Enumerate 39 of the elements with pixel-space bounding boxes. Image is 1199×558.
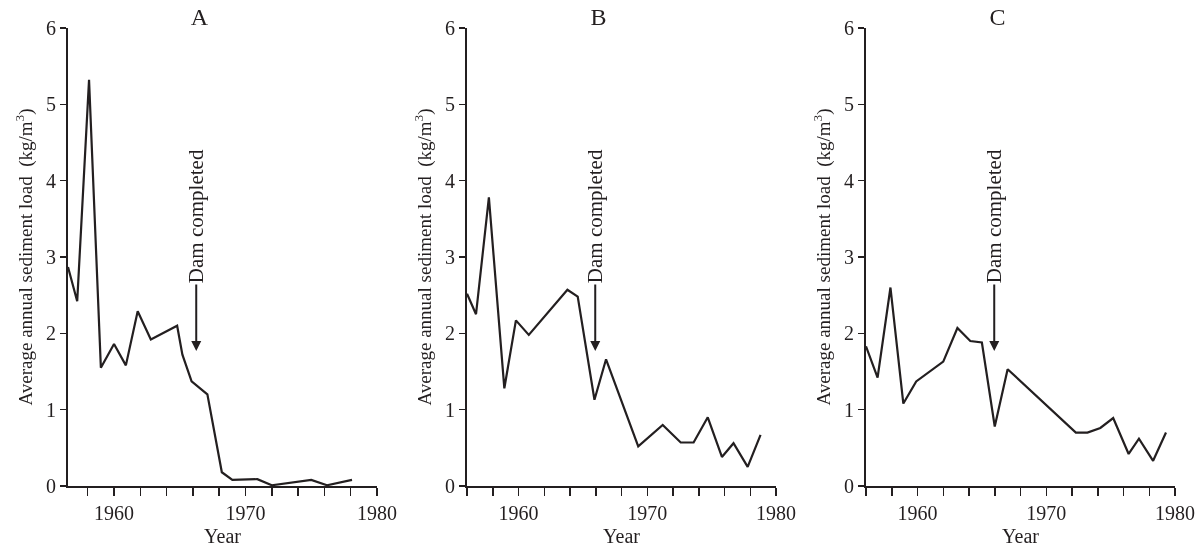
chart-title: B [590,4,607,31]
y-tick-label: 3 [844,246,854,268]
y-tick-label: 6 [46,17,56,39]
y-tick-label: 2 [46,322,56,345]
y-tick-label: 5 [445,93,455,116]
y-tick-label: 2 [844,322,854,345]
y-tick-label: 1 [46,398,56,421]
y-tick-label: 0 [46,475,56,497]
x-tick-label: 1970 [627,502,668,524]
y-tick-label: 0 [844,475,854,497]
x-tick-label: 1970 [1026,502,1067,524]
chart-title: C [989,4,1006,31]
y-tick-label: 4 [445,169,455,192]
y-tick-label: 1 [445,398,455,421]
y-tick-label: 5 [46,93,56,116]
y-tick-label: 4 [46,169,56,192]
x-axis-title: Year [204,525,242,547]
x-tick-label: 1980 [756,502,796,524]
annotation: Dam completed [184,149,209,284]
x-tick-label: 1960 [897,502,938,524]
x-tick-label: 1980 [1155,502,1195,524]
x-tick-label: 1960 [94,502,135,524]
annotation: Dam completed [583,149,608,284]
x-tick-label: 1980 [357,502,397,524]
y-tick-label: 6 [445,17,455,39]
y-tick-label: 0 [445,475,455,497]
y-tick-label: 3 [46,246,56,268]
annotation: Dam completed [982,149,1007,284]
x-tick-label: 1960 [498,502,539,524]
x-axis-title: Year [603,525,641,547]
y-tick-label: 2 [445,322,455,345]
y-tick-label: 6 [844,17,854,39]
chart-title: A [190,4,209,31]
x-tick-label: 1970 [225,502,266,524]
y-tick-label: 5 [844,93,854,116]
y-tick-label: 4 [844,169,854,192]
x-axis-title: Year [1002,525,1040,547]
y-tick-label: 3 [445,246,455,268]
y-tick-label: 1 [844,398,854,421]
